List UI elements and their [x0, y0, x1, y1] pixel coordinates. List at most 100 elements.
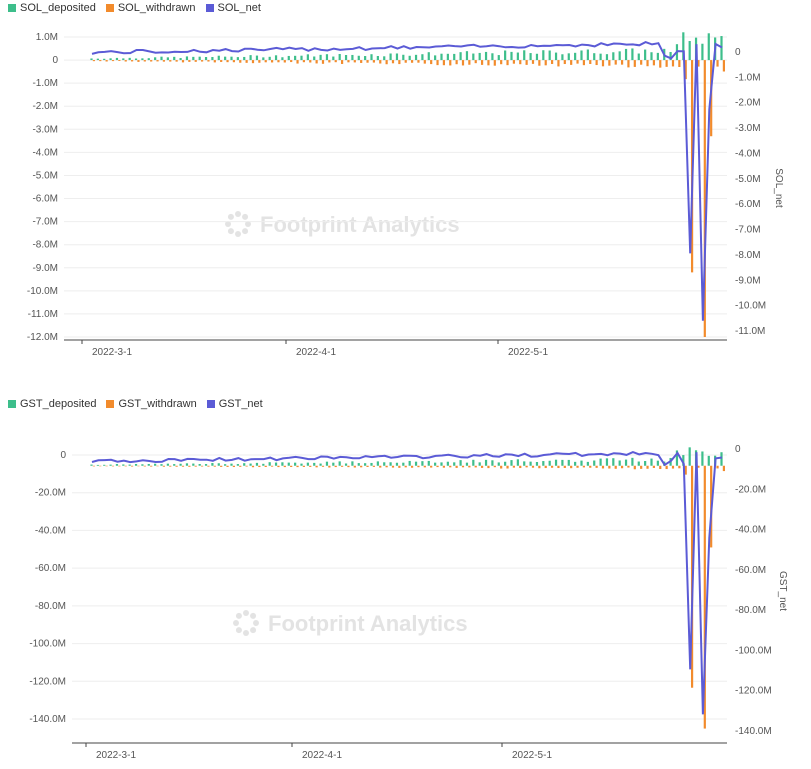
- bar-deposited: [574, 461, 577, 466]
- bar-withdrawn: [627, 465, 630, 468]
- bar-deposited: [287, 55, 290, 61]
- bar-withdrawn: [589, 465, 592, 468]
- bar-deposited: [535, 462, 539, 466]
- bar-deposited: [434, 55, 437, 61]
- bar-withdrawn: [722, 465, 725, 472]
- bar-withdrawn: [99, 60, 102, 62]
- bar-withdrawn: [722, 60, 725, 72]
- bar-withdrawn: [665, 465, 668, 470]
- legend-item-sol-deposited[interactable]: SOL_deposited: [8, 2, 96, 14]
- bar-withdrawn: [270, 60, 274, 63]
- bar-deposited: [376, 56, 379, 61]
- bar-deposited: [561, 54, 564, 61]
- bar-withdrawn: [703, 60, 706, 337]
- left-axis-tick-label: -7.0M: [32, 217, 58, 228]
- bar-deposited: [504, 461, 507, 466]
- bar-deposited: [147, 58, 150, 61]
- bar-withdrawn: [550, 60, 554, 64]
- bar-withdrawn: [576, 465, 579, 468]
- bar-withdrawn: [124, 465, 127, 467]
- bar-deposited: [688, 41, 691, 61]
- bar-deposited: [389, 462, 392, 466]
- bar-withdrawn: [321, 465, 325, 467]
- bar-withdrawn: [111, 60, 115, 62]
- bar-deposited: [96, 58, 99, 61]
- bar-withdrawn: [703, 465, 706, 729]
- bar-withdrawn: [111, 465, 115, 467]
- bar-deposited: [179, 58, 182, 61]
- bar-withdrawn: [531, 465, 535, 468]
- bar-deposited: [357, 55, 360, 61]
- left-axis-tick-label: -120.0M: [29, 676, 66, 687]
- left-axis-tick-label: -80.0M: [35, 601, 66, 612]
- left-axis-tick-label: -100.0M: [29, 639, 66, 650]
- legend-item-gst-net[interactable]: GST_net: [206, 398, 263, 410]
- legend-item-gst-deposited[interactable]: GST_deposited: [8, 398, 96, 410]
- bar-deposited: [593, 460, 596, 466]
- legend-item-gst-withdrawn[interactable]: GST_withdrawn: [106, 398, 197, 410]
- left-axis-tick-label: -6.0M: [32, 194, 58, 205]
- bar-deposited: [364, 463, 367, 466]
- bar-deposited: [141, 464, 144, 466]
- legend-label: GST_withdrawn: [118, 398, 197, 410]
- bar-deposited: [402, 462, 405, 466]
- bar-withdrawn: [309, 465, 312, 467]
- bar-deposited: [281, 462, 284, 466]
- bar-deposited: [300, 463, 303, 466]
- bar-withdrawn: [194, 60, 197, 62]
- bar-deposited: [249, 463, 252, 466]
- bar-withdrawn: [430, 465, 433, 468]
- bar-deposited: [427, 52, 430, 61]
- bar-deposited: [370, 54, 373, 61]
- bar-deposited: [580, 50, 583, 61]
- bar-deposited: [586, 49, 589, 61]
- left-axis-tick-label: -8.0M: [32, 240, 58, 251]
- bar-deposited: [675, 450, 679, 466]
- bar-withdrawn: [531, 60, 535, 64]
- bar-withdrawn: [213, 60, 216, 63]
- bar-withdrawn: [251, 60, 255, 64]
- bar-withdrawn: [430, 60, 433, 65]
- bar-deposited: [453, 462, 456, 466]
- bar-deposited: [484, 459, 488, 466]
- bar-deposited: [529, 461, 532, 466]
- watermark-text: Footprint Analytics: [268, 611, 468, 636]
- right-axis-tick-label: -20.0M: [735, 484, 766, 495]
- bar-deposited: [440, 53, 443, 61]
- legend-swatch-icon: [206, 400, 215, 408]
- bar-deposited: [434, 462, 437, 466]
- left-axis-tick-label: -11.0M: [28, 309, 58, 320]
- bar-deposited: [376, 461, 379, 466]
- bar-withdrawn: [557, 465, 560, 469]
- bar-withdrawn: [697, 60, 700, 67]
- legend-item-sol-withdrawn[interactable]: SOL_withdrawn: [105, 2, 196, 14]
- legend-item-sol-net[interactable]: SOL_net: [205, 2, 261, 14]
- bar-withdrawn: [570, 60, 573, 65]
- net-line: [91, 41, 723, 321]
- bar-deposited: [491, 53, 494, 61]
- bar-deposited: [319, 463, 322, 466]
- bar-deposited: [160, 56, 163, 61]
- bar-deposited: [243, 463, 246, 466]
- right-axis-tick-label: -9.0M: [735, 275, 761, 286]
- bar-withdrawn: [181, 465, 185, 467]
- bar-deposited: [459, 460, 462, 466]
- right-axis-tick-label: -40.0M: [735, 525, 766, 536]
- bar-deposited: [383, 462, 386, 466]
- bar-deposited: [255, 55, 259, 61]
- bar-withdrawn: [379, 465, 382, 468]
- bar-withdrawn: [442, 60, 445, 66]
- left-axis-tick-label: -10.0M: [27, 286, 58, 297]
- bar-deposited: [523, 461, 526, 466]
- bar-deposited: [644, 49, 647, 61]
- bar-deposited: [344, 463, 348, 466]
- bar-withdrawn: [283, 60, 286, 63]
- left-axis-tick-label: 1.0M: [36, 32, 58, 43]
- bar-deposited: [631, 457, 634, 466]
- bar-withdrawn: [652, 60, 655, 66]
- bar-withdrawn: [570, 465, 573, 469]
- bar-deposited: [243, 56, 246, 61]
- bar-deposited: [115, 464, 119, 466]
- bar-deposited: [103, 464, 106, 466]
- right-axis-tick-label: -7.0M: [735, 225, 761, 236]
